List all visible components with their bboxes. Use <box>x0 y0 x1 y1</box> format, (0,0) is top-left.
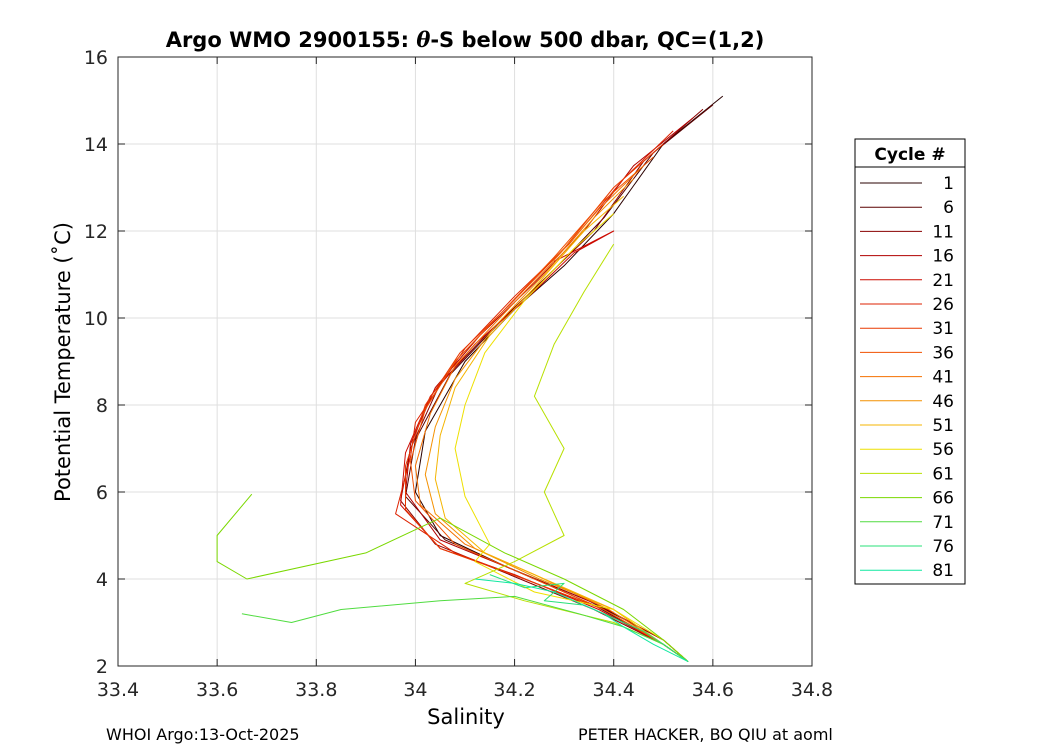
legend-label: 11 <box>932 222 954 242</box>
x-tick-label: 33.4 <box>97 679 139 701</box>
series-line-cycle-36 <box>410 156 689 663</box>
legend-label: 66 <box>932 489 954 509</box>
y-tick-label: 10 <box>84 308 108 330</box>
y-tick-label: 4 <box>96 569 108 591</box>
chart-title: Argo WMO 2900155: θ-S below 500 dbar, QC… <box>166 27 765 52</box>
footer-left: WHOI Argo:13-Oct-2025 <box>106 725 300 744</box>
legend-title: Cycle # <box>874 145 945 165</box>
x-tick-label: 34.6 <box>692 679 734 701</box>
y-axis-ticks: 2 4 6 8 10 12 14 16 <box>84 47 812 678</box>
y-tick-label: 14 <box>84 134 108 156</box>
y-tick-label: 8 <box>96 395 108 417</box>
y-axis-label: Potential Temperature (˚C) <box>51 222 75 502</box>
legend-label: 16 <box>932 247 954 267</box>
series-line-cycle-61 <box>464 243 689 663</box>
y-tick-label: 2 <box>96 656 108 678</box>
x-tick-label: 34 <box>403 679 427 701</box>
x-axis-label: Salinity <box>427 705 505 729</box>
legend-label: 6 <box>943 198 954 218</box>
x-tick-label: 33.6 <box>196 679 238 701</box>
y-tick-label: 6 <box>96 482 108 504</box>
x-tick-label: 33.8 <box>295 679 337 701</box>
legend-label: 71 <box>932 513 954 533</box>
x-tick-label: 34.8 <box>791 679 833 701</box>
x-tick-label: 34.2 <box>493 679 535 701</box>
legend-label: 51 <box>932 416 954 436</box>
series-line-cycle-41 <box>414 165 689 663</box>
footer-right: PETER HACKER, BO QIU at aoml <box>578 725 833 744</box>
legend-label: 56 <box>932 440 954 460</box>
legend-label: 81 <box>932 561 954 581</box>
series-line-cycle-71 <box>241 595 689 663</box>
legend-label: 31 <box>932 319 954 339</box>
series-line-cycle-76 <box>489 574 689 663</box>
series-line-cycle-51 <box>434 195 689 663</box>
plot-frame <box>117 56 813 667</box>
series-line-cycle-81 <box>474 578 689 663</box>
legend-label: 61 <box>932 464 954 484</box>
series-lines <box>216 95 724 663</box>
series-line-cycle-56 <box>454 213 689 662</box>
legend-box <box>854 138 966 585</box>
legend-label: 76 <box>932 537 954 557</box>
legend-label: 1 <box>943 174 954 194</box>
y-tick-label: 12 <box>84 221 108 243</box>
y-tick-label: 16 <box>84 47 108 69</box>
legend-label: 26 <box>932 295 954 315</box>
legend-label: 46 <box>932 392 954 412</box>
x-tick-label: 34.4 <box>593 679 635 701</box>
legend-label: 36 <box>932 343 954 363</box>
series-line-cycle-6 <box>405 104 714 663</box>
legend-label: 41 <box>932 368 954 388</box>
legend-label: 21 <box>932 271 954 291</box>
x-axis-ticks: 33.4 33.6 33.8 34 34.2 34.4 34.6 34.8 <box>97 57 833 701</box>
series-line-cycle-21 <box>400 230 689 663</box>
series-line-cycle-66 <box>216 493 689 662</box>
